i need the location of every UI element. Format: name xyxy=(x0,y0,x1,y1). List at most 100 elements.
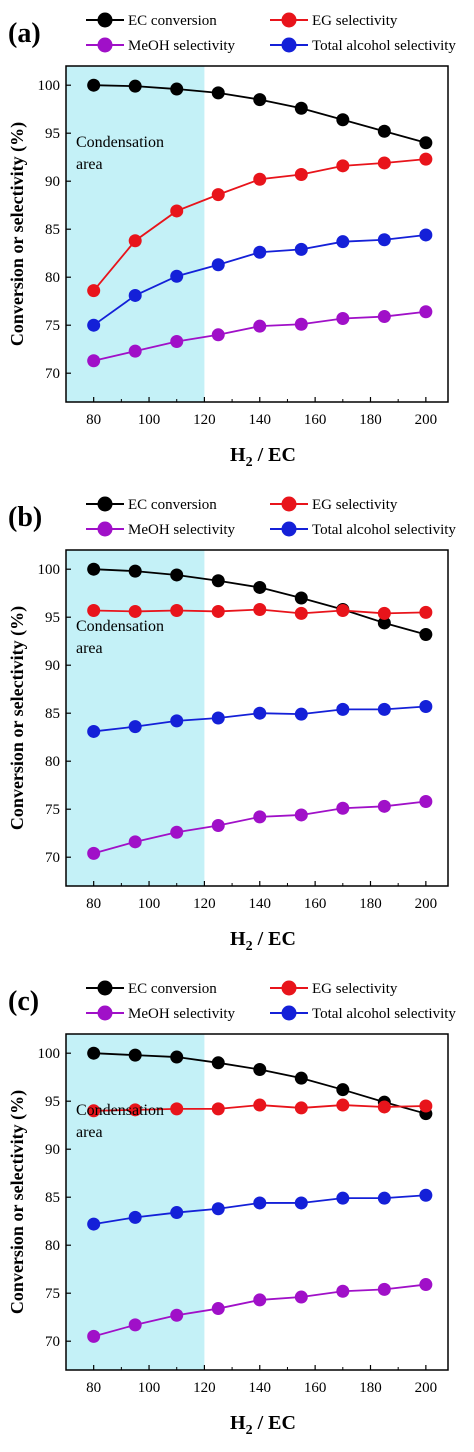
x-tick-label: 160 xyxy=(304,1380,327,1396)
y-tick-label: 95 xyxy=(45,610,60,626)
data-point xyxy=(377,1282,391,1296)
legend-marker xyxy=(281,980,297,996)
legend-marker xyxy=(281,37,297,53)
data-point xyxy=(87,354,101,368)
data-point xyxy=(419,136,433,150)
area-label: area xyxy=(76,156,103,173)
data-point xyxy=(294,606,308,620)
plot-frame xyxy=(65,1033,449,1371)
panel-label: (a) xyxy=(8,18,41,49)
data-point xyxy=(170,568,184,582)
data-point xyxy=(128,1048,142,1062)
legend-label: EG selectivity xyxy=(312,497,398,513)
data-point xyxy=(377,606,391,620)
x-axis-label-rest: / EC xyxy=(253,444,296,466)
x-axis-label: H2 / EC xyxy=(230,928,296,954)
y-tick-label: 70 xyxy=(45,850,60,866)
plot-frame xyxy=(65,65,449,403)
data-point xyxy=(377,156,391,170)
legend-label: Total alcohol selectivity xyxy=(312,522,456,538)
legend-marker xyxy=(97,496,113,512)
data-point xyxy=(419,228,433,242)
y-tick-label: 100 xyxy=(38,1046,61,1062)
legend-label: EG selectivity xyxy=(312,13,398,29)
data-point xyxy=(87,78,101,92)
x-axis-label-sub: 2 xyxy=(246,939,253,954)
data-point xyxy=(336,603,350,617)
x-axis-label-sub: 2 xyxy=(246,455,253,470)
data-point xyxy=(336,113,350,127)
data-point xyxy=(336,311,350,325)
legend-marker xyxy=(281,521,297,537)
y-tick-label: 100 xyxy=(38,562,61,578)
data-point xyxy=(294,707,308,721)
data-point xyxy=(128,234,142,248)
data-point xyxy=(87,1217,101,1231)
x-tick-label: 80 xyxy=(86,896,101,912)
y-tick-label: 85 xyxy=(45,1190,60,1206)
data-point xyxy=(211,86,225,100)
x-tick-label: 100 xyxy=(138,1380,161,1396)
x-tick-label: 140 xyxy=(249,896,272,912)
legend-label: EG selectivity xyxy=(312,981,398,997)
y-tick-label: 75 xyxy=(45,802,60,818)
data-point xyxy=(87,318,101,332)
data-point xyxy=(419,1099,433,1113)
data-point xyxy=(170,82,184,96)
x-axis-label-main: H xyxy=(230,1412,246,1434)
y-tick-label: 85 xyxy=(45,706,60,722)
data-point xyxy=(419,1188,433,1202)
data-point xyxy=(87,603,101,617)
data-point xyxy=(211,1056,225,1070)
data-point xyxy=(336,1191,350,1205)
data-point xyxy=(377,616,391,630)
data-point xyxy=(170,1206,184,1220)
chart-panel-3: (c) EC conversion EG selectivity MeOH selec… xyxy=(7,980,456,1438)
legend-label: EC conversion xyxy=(128,497,217,513)
legend-marker xyxy=(97,980,113,996)
data-point xyxy=(211,711,225,725)
data-point xyxy=(253,580,267,594)
y-tick-label: 90 xyxy=(45,658,60,674)
y-tick-label: 80 xyxy=(45,270,60,286)
data-point xyxy=(377,310,391,324)
x-tick-label: 140 xyxy=(249,412,272,428)
data-point xyxy=(336,1284,350,1298)
data-point xyxy=(294,591,308,605)
data-point xyxy=(253,1098,267,1112)
x-tick-label: 160 xyxy=(304,412,327,428)
area-label: area xyxy=(76,640,103,657)
y-tick-label: 80 xyxy=(45,754,60,770)
legend-label: MeOH selectivity xyxy=(128,1006,236,1022)
data-point xyxy=(377,1100,391,1114)
y-tick-label: 75 xyxy=(45,318,60,334)
data-point xyxy=(211,328,225,342)
data-point xyxy=(211,604,225,618)
x-tick-label: 200 xyxy=(415,412,438,428)
x-axis-label-rest: / EC xyxy=(253,1412,296,1434)
x-axis-label: H2 / EC xyxy=(230,1412,296,1438)
legend-marker xyxy=(281,1005,297,1021)
data-point xyxy=(87,724,101,738)
data-point xyxy=(170,1050,184,1064)
data-point xyxy=(377,799,391,813)
data-point xyxy=(211,819,225,833)
data-point xyxy=(253,603,267,617)
y-axis-label: Conversion or selectivity (%) xyxy=(7,122,28,346)
data-point xyxy=(128,1103,142,1117)
legend-marker xyxy=(281,496,297,512)
data-point xyxy=(377,1191,391,1205)
data-point xyxy=(253,1196,267,1210)
data-point xyxy=(253,93,267,107)
data-point xyxy=(211,188,225,202)
legend-label: Total alcohol selectivity xyxy=(312,38,456,54)
data-point xyxy=(336,159,350,173)
x-tick-label: 160 xyxy=(304,896,327,912)
data-point xyxy=(128,604,142,618)
x-tick-label: 100 xyxy=(138,412,161,428)
data-point xyxy=(170,269,184,283)
y-tick-label: 75 xyxy=(45,1286,60,1302)
data-point xyxy=(211,574,225,588)
area-label: Condensation xyxy=(76,618,164,635)
legend-label: EC conversion xyxy=(128,13,217,29)
